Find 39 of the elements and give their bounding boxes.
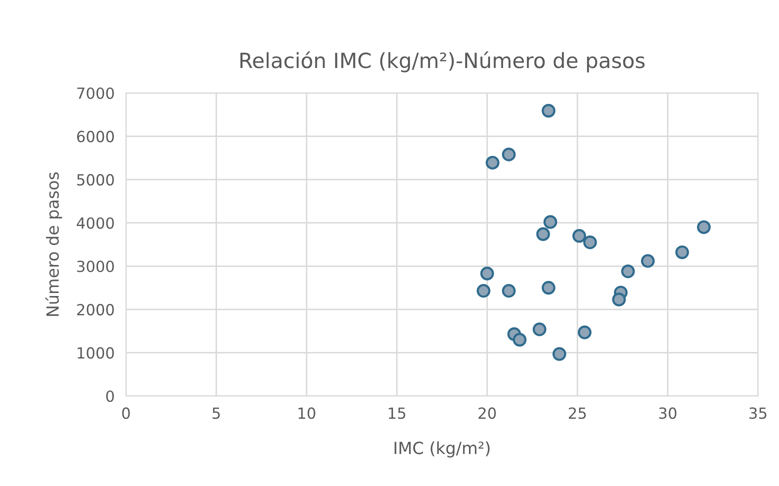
point (640, 254, 655, 268)
x-tick-label: 10 (298, 407, 316, 419)
y-tick-label: 7000 (77, 87, 114, 100)
point (696, 220, 711, 234)
x-tick-label: 15 (388, 408, 406, 419)
point (542, 280, 556, 295)
point (572, 228, 586, 243)
point (532, 322, 546, 336)
point (543, 215, 558, 229)
x-tick-label: 35 (749, 407, 766, 419)
x-tick-label: 5 (212, 408, 220, 419)
point (583, 235, 597, 250)
x-tick-label: 20 (478, 407, 496, 419)
point (486, 156, 500, 170)
point (476, 284, 490, 298)
chart-title: Relación IMC (kg/m²)-Número de pasos (240, 51, 645, 72)
point (480, 266, 494, 280)
point (578, 326, 592, 340)
point (502, 284, 516, 298)
y-tick-label: 3000 (77, 260, 114, 272)
x-tick-label: 0 (122, 407, 130, 419)
point (542, 104, 556, 118)
y-tick-label: 1000 (78, 347, 114, 359)
y-tick-label: 4000 (76, 217, 114, 229)
point (621, 264, 635, 278)
point (612, 292, 626, 306)
point (512, 332, 526, 347)
point (536, 227, 550, 241)
x-tick-label: 25 (568, 407, 586, 419)
y-axis-title: Número de pasos (45, 172, 62, 316)
point (675, 245, 690, 260)
point (502, 148, 516, 162)
y-tick-label: 5000 (77, 174, 114, 186)
y-tick-label: 6000 (77, 130, 114, 142)
point (552, 347, 566, 361)
y-tick-label: 0 (106, 390, 114, 402)
x-axis-title: IMC (kg/m²) (394, 441, 490, 458)
x-tick-label: 30 (659, 407, 676, 419)
y-tick-label: 2000 (77, 304, 114, 316)
